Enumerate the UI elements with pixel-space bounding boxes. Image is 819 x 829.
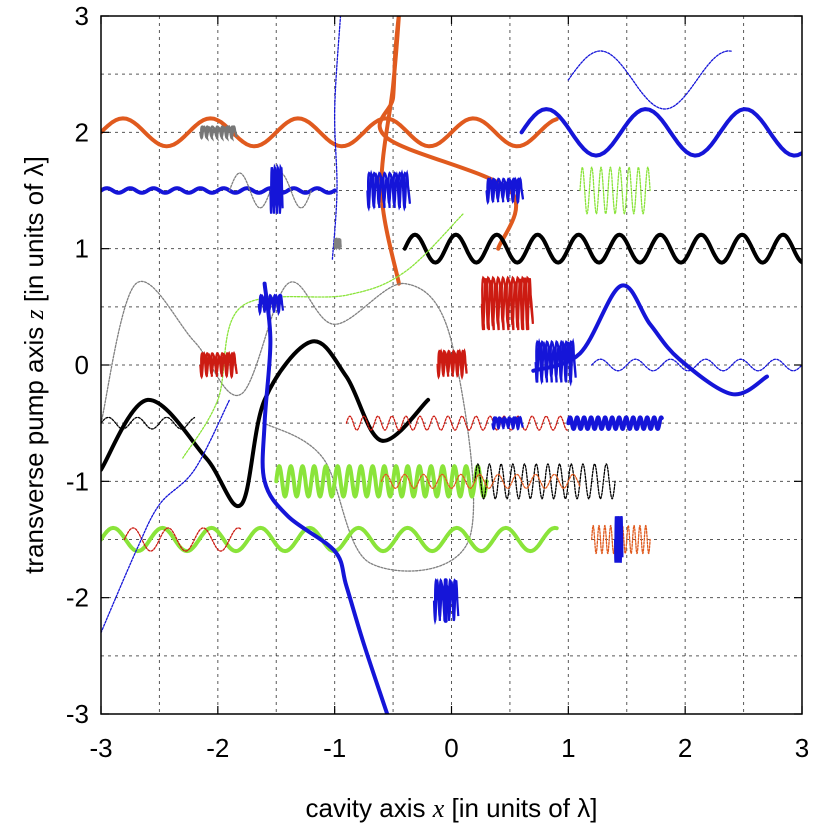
trajectory-clusters bbox=[199, 124, 624, 626]
trajectory-line bbox=[101, 116, 559, 149]
trajectory-line bbox=[567, 50, 733, 110]
trajectory-line bbox=[566, 415, 664, 431]
y-tick-label: 3 bbox=[75, 1, 89, 31]
y-tick-label: 2 bbox=[75, 117, 89, 147]
trajectory-line bbox=[101, 416, 196, 430]
x-axis-label-suffix: [in units of λ] bbox=[444, 793, 597, 823]
trajectory-cluster bbox=[199, 350, 238, 380]
trajectory-line bbox=[101, 186, 337, 195]
y-tick-label: 0 bbox=[75, 350, 89, 380]
x-tick-label: 3 bbox=[795, 733, 809, 763]
x-axis-variable: x bbox=[432, 794, 445, 823]
x-tick-label: 0 bbox=[444, 733, 458, 763]
trajectory-line bbox=[519, 107, 802, 158]
trajectory-line bbox=[377, 16, 519, 286]
trajectory-cluster bbox=[432, 577, 460, 626]
y-tick-label: 1 bbox=[75, 234, 89, 264]
trajectory-cluster bbox=[485, 176, 525, 205]
trajectory-line bbox=[345, 415, 569, 431]
trajectory-cluster bbox=[269, 163, 284, 214]
x-tick-label: -3 bbox=[89, 733, 112, 763]
y-axis-label: transverse pump axis z [in units of λ] bbox=[19, 156, 49, 574]
trajectory-cluster bbox=[480, 275, 534, 331]
x-tick-label: -2 bbox=[206, 733, 229, 763]
trajectory-line bbox=[260, 281, 390, 714]
trajectory-cluster bbox=[436, 348, 468, 381]
x-tick-label: -1 bbox=[323, 733, 346, 763]
trajectory-line bbox=[531, 283, 769, 397]
y-tick-label: -2 bbox=[66, 583, 89, 613]
y-tick-label: -3 bbox=[66, 699, 89, 729]
axis-ticks: -3 -2 -1 0 1 2 3 -3 -2 -1 0 1 2 3 bbox=[66, 1, 809, 763]
y-axis-variable: z bbox=[20, 309, 49, 320]
trajectory-line bbox=[101, 280, 475, 572]
x-tick-label: 2 bbox=[678, 733, 692, 763]
y-axis-label-suffix: [in units of λ] bbox=[19, 156, 49, 309]
trajectory-line bbox=[123, 527, 242, 552]
y-axis-label-prefix: transverse pump axis bbox=[19, 319, 49, 573]
trajectory-line bbox=[101, 399, 231, 634]
x-axis-label: cavity axis x [in units of λ] bbox=[306, 793, 598, 823]
trajectory-line bbox=[591, 358, 802, 372]
trajectory-line bbox=[101, 525, 559, 554]
trajectory-cluster bbox=[257, 293, 285, 317]
trajectory-line bbox=[402, 232, 802, 265]
trajectory-cluster bbox=[534, 337, 577, 387]
trajectory-cluster bbox=[614, 515, 624, 563]
x-axis-label-prefix: cavity axis bbox=[306, 793, 433, 823]
trajectory-cluster bbox=[491, 415, 524, 431]
trajectory-line bbox=[474, 463, 616, 500]
y-tick-label: -1 bbox=[66, 466, 89, 496]
trajectory-cluster bbox=[333, 237, 342, 251]
trajectory-series bbox=[101, 16, 802, 714]
trajectory-line bbox=[380, 473, 581, 489]
x-tick-label: 1 bbox=[561, 733, 575, 763]
trajectory-line bbox=[331, 16, 342, 261]
trajectory-line bbox=[579, 166, 651, 215]
trajectory-cluster bbox=[199, 124, 238, 142]
trajectory-cluster bbox=[366, 169, 411, 212]
